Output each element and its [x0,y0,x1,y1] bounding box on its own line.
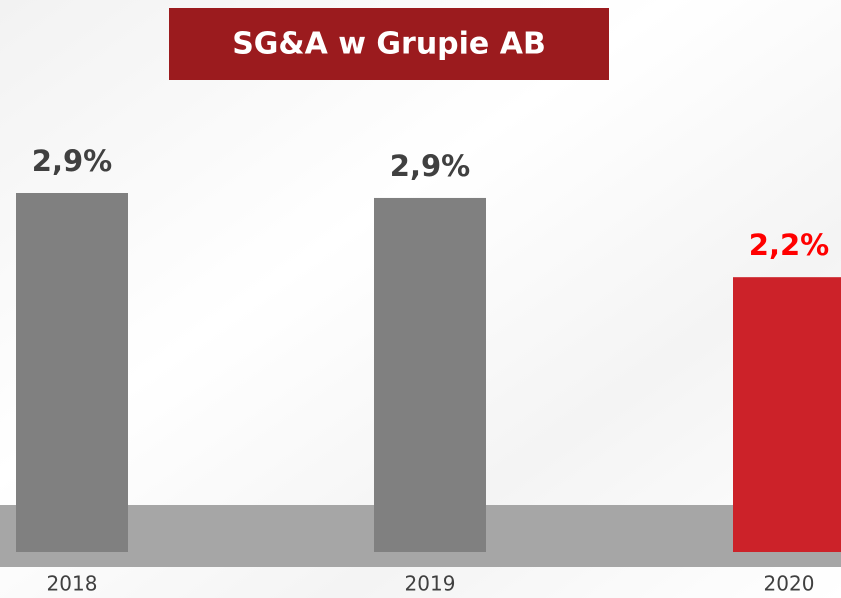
chart-title: SG&A w Grupie AB [232,27,546,62]
x-tick-label: 2018 [47,572,98,596]
value-label: 2,9% [32,144,112,178]
x-tick-label: 2019 [405,572,456,596]
bar [16,193,128,552]
value-label: 2,2% [749,228,829,262]
bar [374,197,486,552]
value-label: 2,9% [390,149,470,183]
title-box [169,8,609,80]
bar [733,277,841,552]
x-tick-label: 2020 [764,572,815,596]
